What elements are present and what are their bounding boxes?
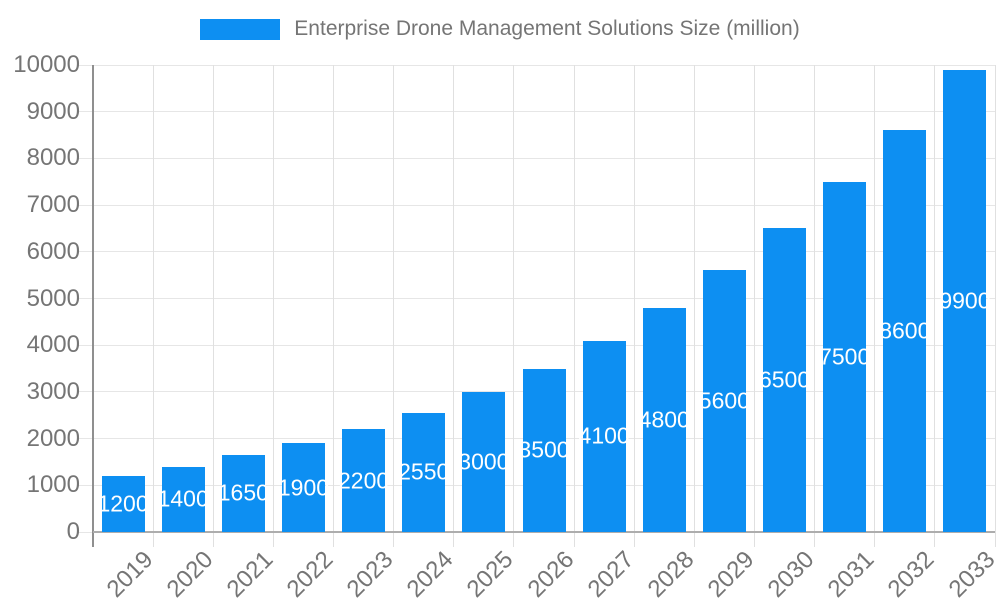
x-gridline (874, 65, 876, 547)
x-axis-tick-label: 2028 (642, 546, 700, 600)
bar-2029[interactable] (702, 270, 746, 532)
bar-2021[interactable] (221, 454, 265, 532)
y-axis-tick-label: 7000 (26, 191, 80, 219)
legend-swatch[interactable] (200, 18, 281, 40)
y-axis-tick-label: 1000 (26, 471, 80, 499)
x-gridline (814, 65, 816, 547)
x-gridline (152, 65, 154, 547)
y-gridline (78, 157, 995, 159)
x-gridline (994, 65, 996, 547)
x-gridline (212, 65, 214, 547)
y-axis-tick-label: 4000 (26, 331, 80, 359)
x-axis-tick-label: 2025 (462, 546, 519, 600)
y-gridline (78, 64, 995, 66)
y-axis-tick-label: 0 (66, 518, 80, 545)
bar-2020[interactable] (161, 466, 205, 532)
x-axis-tick-label: 2024 (401, 546, 459, 600)
y-axis-tick-label: 10000 (13, 51, 80, 78)
y-axis-tick-label: 6000 (26, 237, 80, 265)
y-gridline (78, 111, 995, 113)
x-axis-tick-label: 2020 (161, 546, 219, 600)
legend-label: Enterprise Drone Management Solutions Si… (294, 17, 800, 40)
x-gridline (573, 65, 575, 547)
bar-2030[interactable] (763, 228, 807, 532)
x-axis-tick-label: 2029 (702, 546, 760, 600)
y-axis-tick-label: 5000 (26, 284, 80, 312)
x-axis-tick-label: 2030 (762, 546, 820, 600)
y-axis-tick-label: 8000 (26, 144, 80, 172)
bar-2033[interactable] (943, 69, 987, 532)
x-axis-line (93, 531, 995, 533)
bar-2025[interactable] (462, 391, 506, 532)
y-axis-line (92, 65, 94, 547)
x-axis-tick-label: 2033 (943, 546, 1000, 600)
y-axis-tick-label: 2000 (26, 424, 80, 452)
x-gridline (633, 65, 635, 547)
x-gridline (272, 65, 274, 547)
bar-2019[interactable] (101, 475, 145, 532)
x-gridline (453, 65, 455, 547)
x-axis-tick-label: 2022 (281, 546, 339, 600)
x-gridline (934, 65, 936, 547)
x-axis-tick-label: 2021 (221, 546, 279, 600)
bar-2023[interactable] (342, 429, 386, 532)
x-gridline (513, 65, 515, 547)
bar-2022[interactable] (281, 443, 325, 532)
x-gridline (393, 65, 395, 547)
x-axis-tick-label: 2026 (522, 546, 580, 600)
bar-2027[interactable] (582, 340, 626, 532)
x-axis-tick-label: 2019 (101, 546, 159, 600)
x-axis-tick-label: 2023 (341, 546, 399, 600)
y-gridline (78, 344, 995, 346)
y-axis-tick-label: 3000 (26, 377, 80, 405)
y-gridline (78, 298, 995, 299)
y-gridline (78, 251, 995, 253)
bar-2028[interactable] (642, 307, 686, 532)
x-axis-tick-label: 2031 (822, 546, 880, 600)
x-gridline (693, 65, 695, 547)
bar-2024[interactable] (402, 412, 446, 532)
x-gridline (753, 65, 755, 547)
bar-2031[interactable] (823, 181, 867, 532)
x-axis-tick-label: 2027 (582, 546, 640, 600)
legend[interactable]: Enterprise Drone Management Solutions Si… (0, 17, 1000, 41)
y-gridline (78, 204, 995, 206)
bar-2032[interactable] (883, 130, 927, 532)
bar-2026[interactable] (522, 368, 566, 532)
x-gridline (333, 65, 335, 547)
y-axis-tick-label: 9000 (26, 97, 80, 125)
x-axis-tick-label: 2032 (883, 546, 940, 600)
